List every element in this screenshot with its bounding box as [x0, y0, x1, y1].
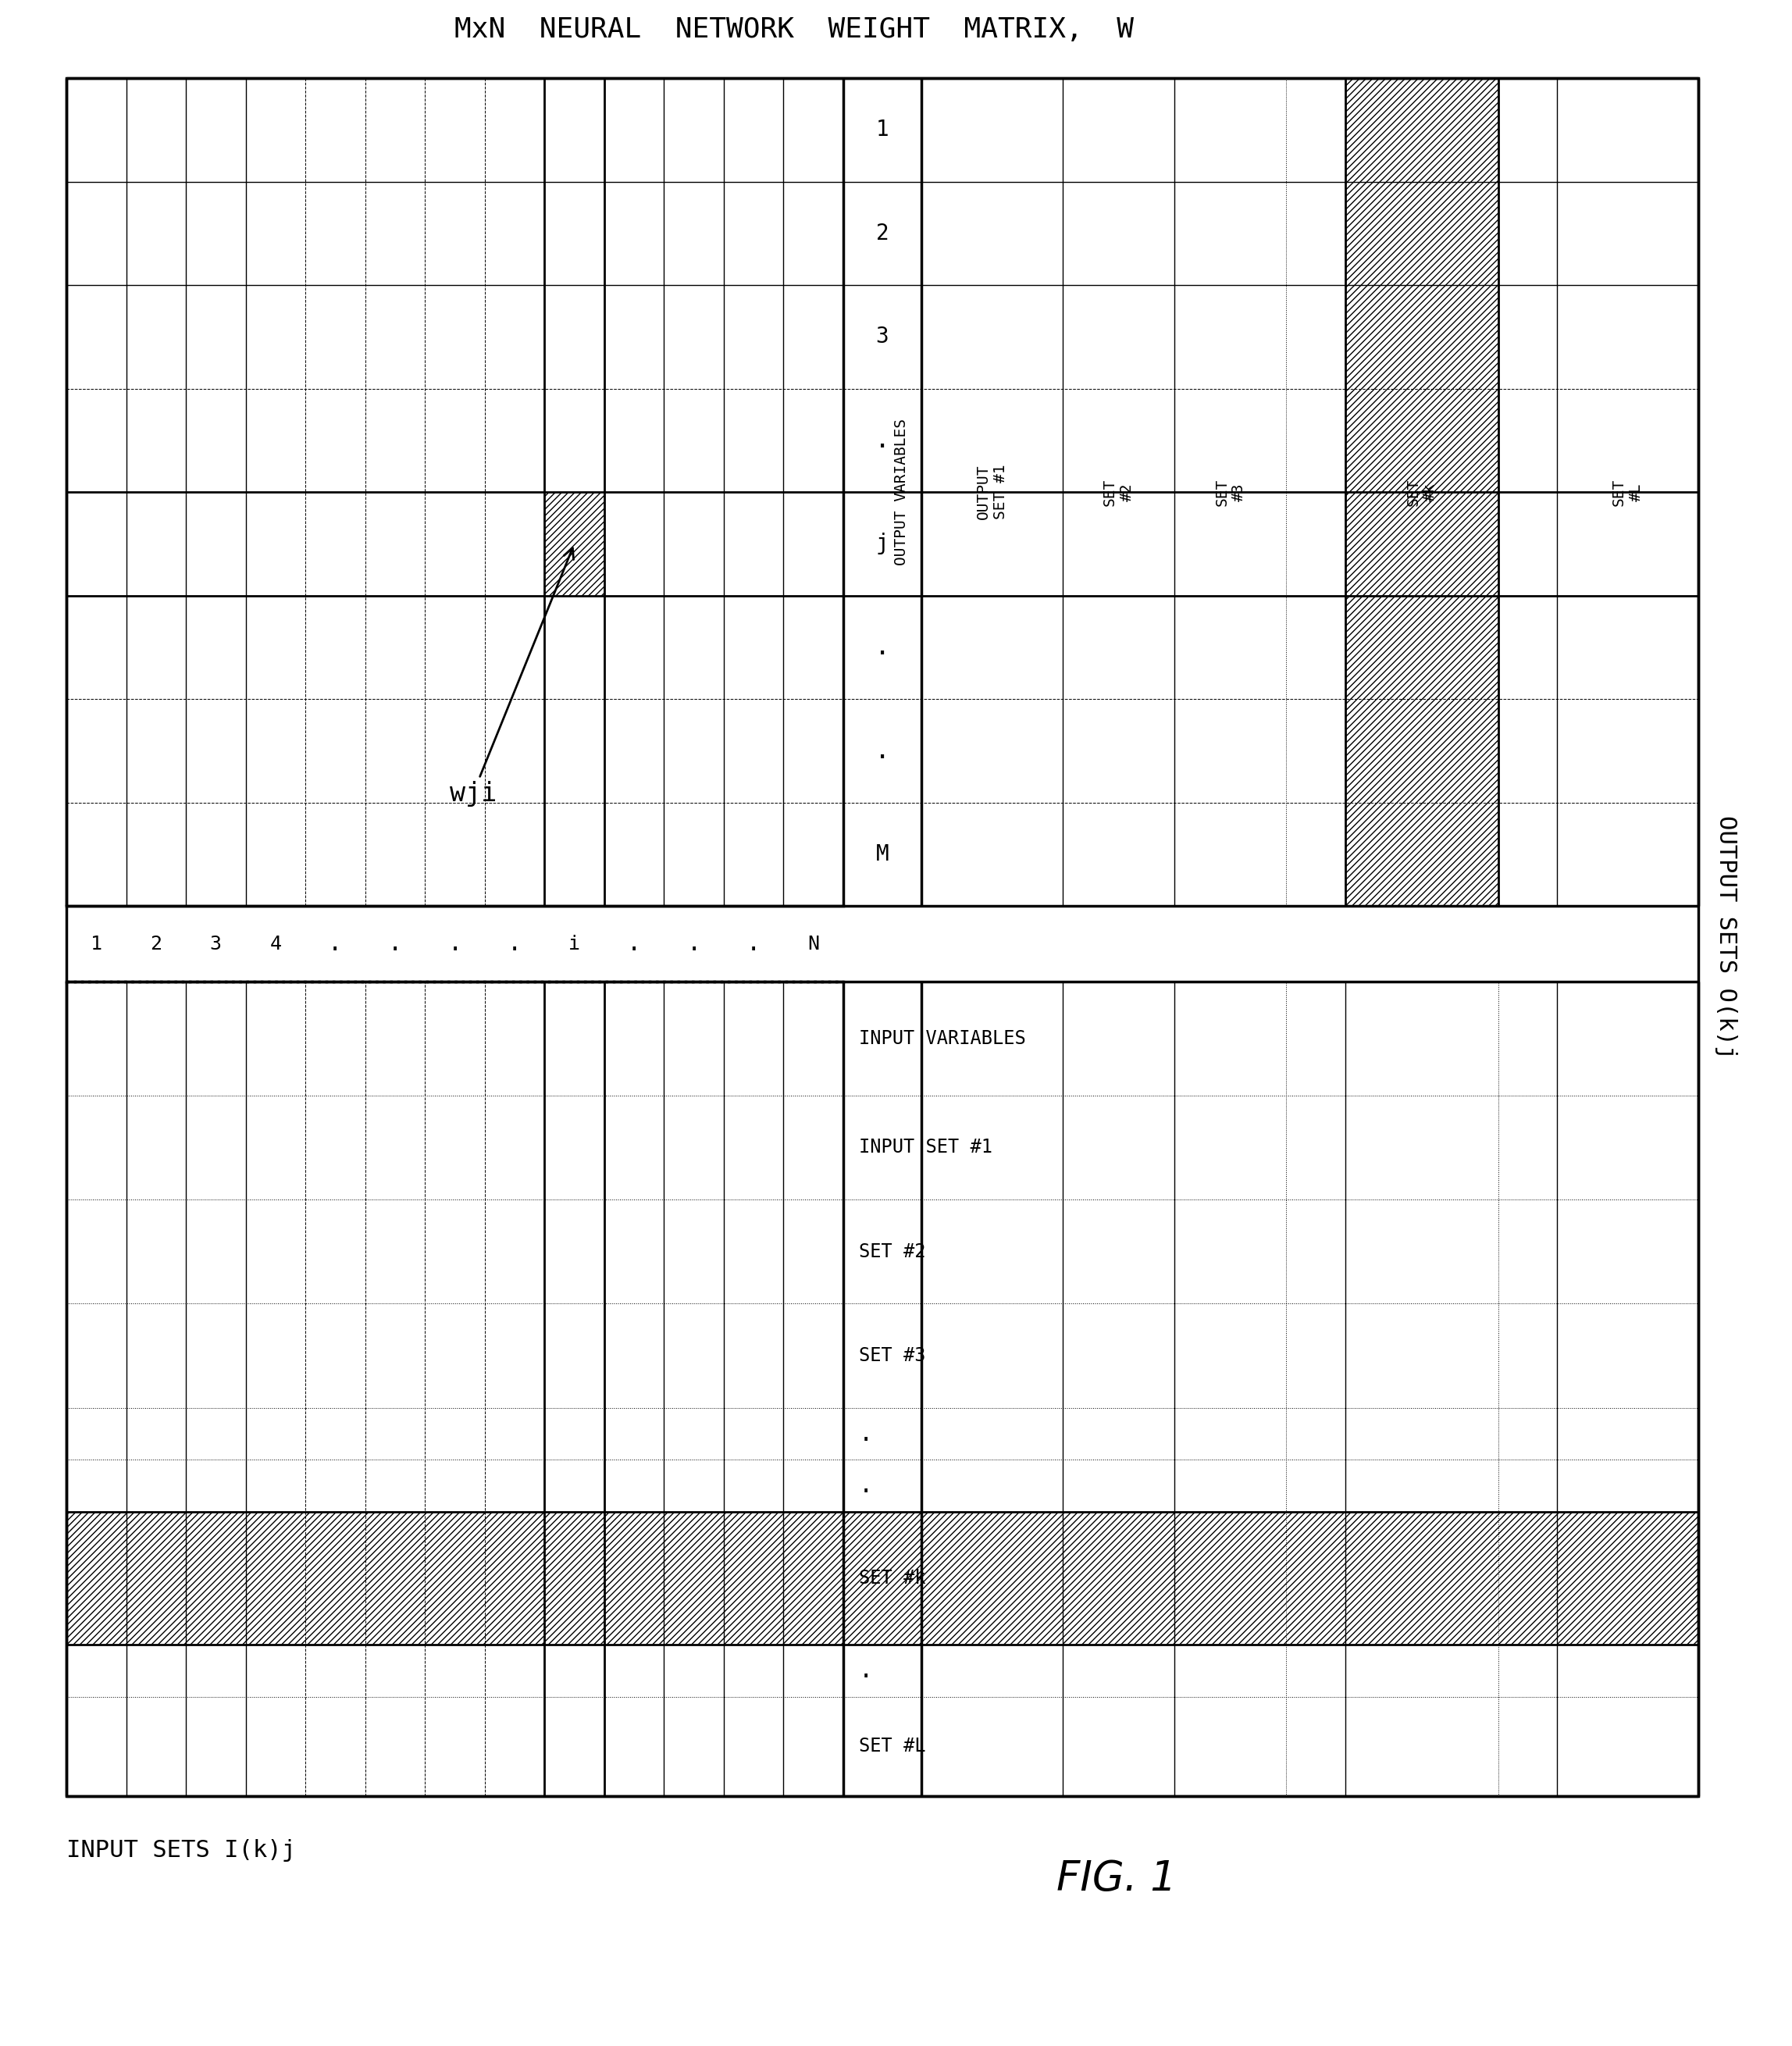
Text: INPUT VARIABLES: INPUT VARIABLES	[858, 1029, 1025, 1048]
Text: 3: 3	[210, 935, 222, 953]
Text: MxN  NEURAL  NETWORK  WEIGHT  MATRIX,  W: MxN NEURAL NETWORK WEIGHT MATRIX, W	[455, 16, 1134, 43]
Text: .: .	[858, 1422, 873, 1444]
Bar	[66, 78, 1699, 1796]
Text: INPUT SETS I(k)j: INPUT SETS I(k)j	[66, 1839, 296, 1862]
Text: j: j	[876, 532, 889, 554]
Text: i: i	[568, 935, 581, 953]
Text: M: M	[876, 843, 889, 865]
Text: INPUT SET #1: INPUT SET #1	[858, 1138, 993, 1156]
Text: .: .	[387, 933, 401, 955]
Text: OUTPUT VARIABLES: OUTPUT VARIABLES	[894, 419, 909, 565]
Text: 4: 4	[269, 935, 281, 953]
Text: wji: wji	[450, 548, 573, 806]
Text: OUTPUT SETS O(k)j: OUTPUT SETS O(k)j	[1715, 814, 1736, 1060]
Text: .: .	[747, 933, 762, 955]
Text: .: .	[874, 739, 891, 763]
Bar	[1346, 78, 1498, 906]
Text: FIG. 1: FIG. 1	[1057, 1858, 1177, 1899]
Text: SET #L: SET #L	[858, 1737, 926, 1755]
Text: 2: 2	[876, 223, 889, 243]
Text: .: .	[627, 933, 642, 955]
Text: SET #k: SET #k	[858, 1569, 926, 1588]
Bar	[545, 491, 604, 595]
Text: .: .	[858, 1475, 873, 1498]
Text: SET
#L: SET #L	[1611, 479, 1643, 505]
Text: 1: 1	[876, 119, 889, 141]
Text: .: .	[874, 428, 891, 452]
Text: .: .	[858, 1659, 873, 1682]
Text: SET #3: SET #3	[858, 1346, 926, 1365]
Bar	[66, 1512, 1699, 1645]
Text: 2: 2	[151, 935, 161, 953]
Text: .: .	[328, 933, 342, 955]
Text: SET
#3: SET #3	[1215, 479, 1247, 505]
Text: .: .	[874, 634, 891, 661]
Text: .: .	[507, 933, 521, 955]
Text: .: .	[448, 933, 462, 955]
Text: .: .	[686, 933, 701, 955]
Text: N: N	[808, 935, 819, 953]
Text: SET
#k: SET #k	[1405, 479, 1437, 505]
Text: 3: 3	[876, 325, 889, 348]
Text: SET #2: SET #2	[858, 1242, 926, 1260]
Text: 1: 1	[90, 935, 102, 953]
Text: SET
#2: SET #2	[1102, 479, 1134, 505]
Text: OUTPUT
SET #1: OUTPUT SET #1	[977, 464, 1009, 520]
